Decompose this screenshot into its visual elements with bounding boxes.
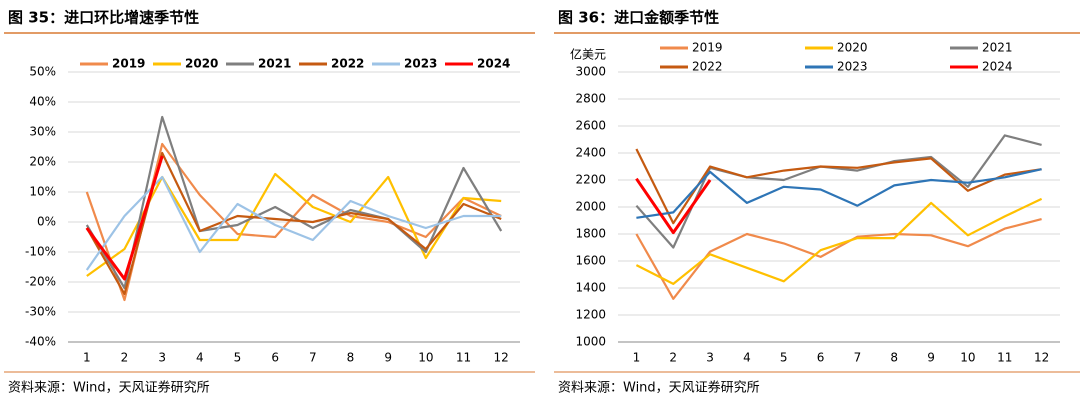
- x-tick-label: 10: [960, 351, 975, 365]
- x-tick-label: 7: [854, 351, 862, 365]
- legend-label: 2024: [982, 60, 1013, 74]
- y-tick-label: 30%: [29, 125, 56, 139]
- y-tick-label: 20%: [29, 155, 56, 169]
- legend-label: 2021: [982, 41, 1013, 55]
- x-tick-label: 5: [234, 351, 242, 365]
- source: 资料来源：Wind，天风证券研究所: [558, 380, 760, 396]
- series-line: [636, 168, 1042, 219]
- x-tick-label: 3: [706, 351, 714, 365]
- x-tick-label: 3: [158, 351, 166, 365]
- x-tick-label: 6: [817, 351, 825, 365]
- x-tick-label: 12: [1034, 351, 1049, 365]
- series-line: [85, 175, 502, 271]
- series-line: [635, 148, 1042, 225]
- y-tick-label: 2600: [575, 119, 606, 133]
- series-line: [85, 142, 502, 302]
- y-tick-label: 1600: [575, 254, 606, 268]
- y-tick-label: 40%: [29, 95, 56, 109]
- x-tick-label: 8: [890, 351, 898, 365]
- x-tick-label: 12: [494, 351, 509, 365]
- legend-label: 2019: [112, 57, 145, 71]
- y-axis-label: 亿美元: [570, 47, 606, 62]
- x-tick-label: 2: [669, 351, 677, 365]
- x-tick-label: 1: [633, 351, 641, 365]
- x-tick-label: 10: [418, 351, 433, 365]
- y-tick-label: -20%: [25, 275, 56, 289]
- y-tick-label: 3000: [575, 65, 606, 79]
- y-tick-label: -40%: [25, 335, 56, 349]
- x-tick-label: 9: [927, 351, 935, 365]
- x-tick-label: 4: [196, 351, 204, 365]
- y-tick-label: 2400: [575, 146, 606, 160]
- series-line: [85, 115, 503, 290]
- y-tick-label: 2200: [575, 173, 606, 187]
- y-tick-label: 1400: [575, 281, 606, 295]
- series-line: [635, 177, 712, 235]
- x-tick-label: 6: [271, 351, 279, 365]
- legend-label: 2022: [331, 57, 364, 71]
- legend-label: 2019: [692, 41, 723, 55]
- y-tick-label: 2000: [575, 200, 606, 214]
- legend-label: 2020: [185, 57, 218, 71]
- x-tick-label: 4: [743, 351, 751, 365]
- y-tick-label: 10%: [29, 185, 56, 199]
- legend-label: 2023: [404, 57, 437, 71]
- y-tick-label: -10%: [25, 245, 56, 259]
- series-line: [635, 218, 1042, 300]
- y-tick-label: 1800: [575, 227, 606, 241]
- panel-title: 图 36：进口金额季节性: [558, 9, 719, 27]
- legend-label: 2024: [477, 57, 510, 71]
- x-tick-label: 5: [780, 351, 788, 365]
- x-tick-label: 7: [309, 351, 317, 365]
- x-tick-label: 8: [347, 351, 355, 365]
- legend-label: 2021: [258, 57, 291, 71]
- series-line: [85, 155, 164, 281]
- source: 资料来源：Wind，天风证券研究所: [8, 380, 210, 396]
- x-tick-label: 11: [456, 351, 471, 365]
- x-tick-label: 11: [997, 351, 1012, 365]
- y-tick-label: 1000: [575, 335, 606, 349]
- legend-label: 2020: [837, 41, 868, 55]
- y-tick-label: 1200: [575, 308, 606, 322]
- series-line: [635, 134, 1042, 249]
- x-tick-label: 1: [83, 351, 91, 365]
- y-tick-label: -30%: [25, 305, 56, 319]
- y-tick-label: 2800: [575, 92, 606, 106]
- legend-label: 2023: [837, 60, 868, 74]
- legend-label: 2022: [692, 60, 723, 74]
- y-tick-label: 0%: [37, 215, 56, 229]
- x-tick-label: 2: [121, 351, 129, 365]
- y-tick-label: 50%: [29, 65, 56, 79]
- series-line: [635, 197, 1043, 285]
- x-tick-label: 9: [384, 351, 392, 365]
- series-line: [86, 172, 502, 277]
- panel-title: 图 35：进口环比增速季节性: [8, 9, 199, 27]
